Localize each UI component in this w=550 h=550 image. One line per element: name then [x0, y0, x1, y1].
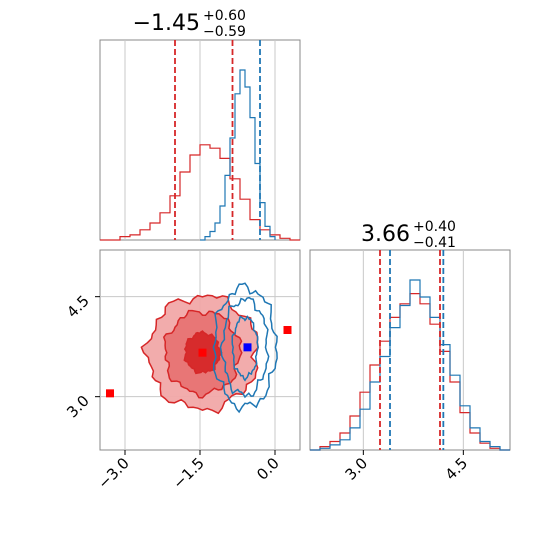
marker-red-0	[198, 348, 207, 357]
panel-top-left-title-sub: −0.59	[203, 24, 246, 40]
panel-bottom-right-histogram: 3.66 +0.40 −0.41 3.0 4.5	[309, 219, 511, 484]
marker-red-2	[283, 326, 292, 334]
hist-red-series	[100, 144, 300, 241]
panel-bottom-right-title: 3.66	[361, 222, 410, 247]
panel-bottom-left-marks	[106, 282, 292, 415]
bl-xtick-label-0: −3.0	[94, 454, 132, 492]
panel-top-left-histogram: −1.45 +0.60 −0.59	[99, 8, 301, 241]
bl-xtick-label-2: 0.0	[253, 454, 283, 484]
bl-ytick-label-1: 4.5	[63, 292, 93, 322]
panel-bottom-right-marks	[310, 250, 510, 451]
contour-blue-level-1	[219, 296, 270, 399]
br-hist-blue-series	[310, 279, 510, 451]
panel-bottom-right-title-sub: −0.41	[413, 235, 456, 251]
panel-bottom-right-grid	[362, 250, 464, 450]
panel-top-left-grid	[124, 40, 276, 240]
marker-blue-0	[243, 343, 252, 352]
panel-top-left-title-sup: +0.60	[203, 8, 246, 24]
br-xtick-label-0: 3.0	[342, 454, 372, 484]
panel-bottom-right-ticks: 3.0 4.5	[342, 450, 472, 484]
contour-blue-level-0	[231, 315, 259, 382]
panel-top-left-marks	[100, 40, 300, 241]
panel-bottom-right-title-main: 3.66	[361, 222, 410, 247]
hist-blue-series	[200, 69, 276, 241]
panel-top-left-title-main: −1.45	[133, 11, 200, 36]
panel-bottom-left-contour: −3.0 −1.5 0.0 3.0 4.5	[63, 249, 301, 493]
panel-top-left-title: −1.45	[133, 11, 200, 36]
bl-ytick-label-0: 3.0	[63, 392, 93, 422]
bl-xtick-label-1: −1.5	[169, 454, 207, 492]
panel-bottom-right-title-sup: +0.40	[413, 219, 456, 235]
contour-blue-level-2	[212, 282, 278, 414]
br-xtick-label-1: 4.5	[442, 454, 472, 484]
marker-red-1	[106, 389, 114, 398]
